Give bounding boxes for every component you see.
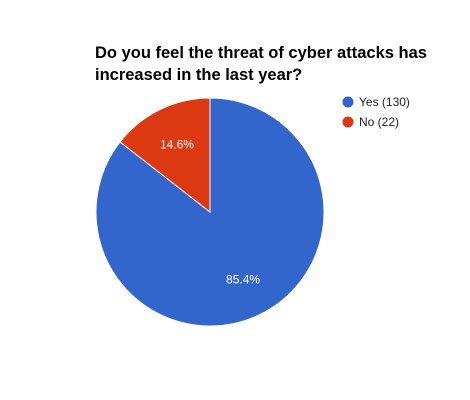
slice-label-yes: 85.4% (226, 273, 260, 287)
pie-slices (95, 97, 325, 327)
chart-title-line-1: Do you feel the threat of cyber attacks … (95, 44, 427, 62)
legend: Yes (130) No (22) (342, 95, 410, 129)
chart-title-line-2: increased in the last year? (95, 66, 303, 84)
legend-label-no: No (22) (359, 115, 399, 129)
legend-swatch-yes (342, 96, 354, 108)
chart-title: Do you feel the threat of cyber attacks … (95, 42, 455, 86)
pie-labels: 85.4% 14.6% (160, 137, 260, 286)
pie-slice-no (119, 97, 211, 214)
legend-swatch-no (342, 116, 354, 128)
slice-label-no: 14.6% (160, 137, 194, 151)
legend-label-yes: Yes (130) (359, 95, 410, 109)
